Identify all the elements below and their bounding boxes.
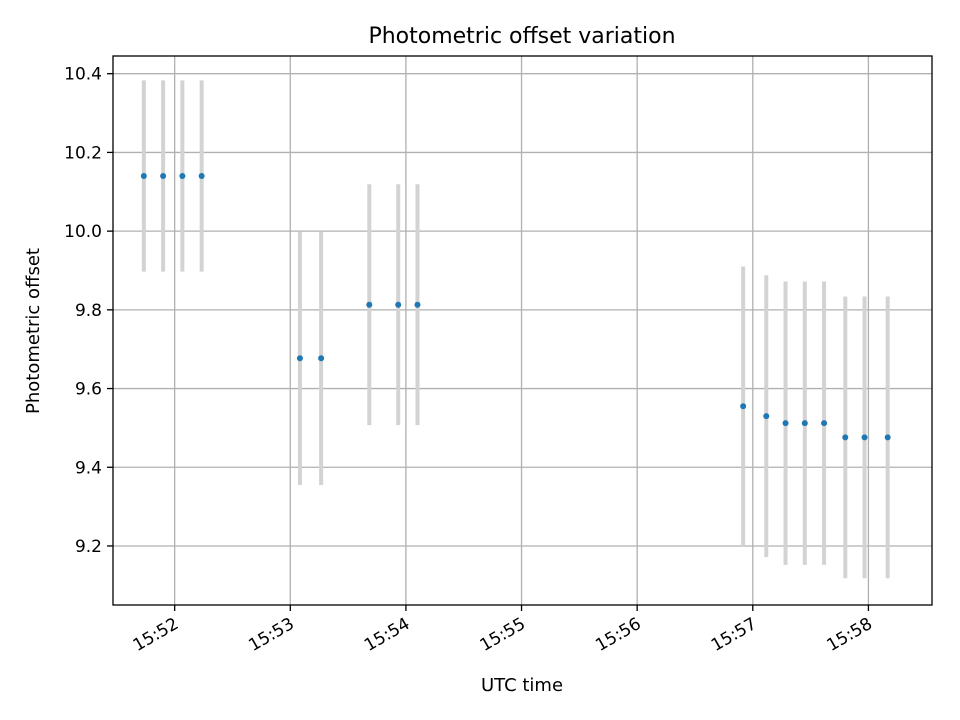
data-point [782, 420, 789, 427]
x-tick-layer: 15:52 15:53 15:54 15:55 15:56 15:57 15:58 [130, 605, 876, 656]
y-tick-label: 9.4 [75, 458, 102, 478]
point-layer [140, 173, 891, 441]
x-axis-label: UTC time [481, 675, 563, 696]
y-tick-label: 9.2 [75, 537, 102, 557]
x-tick-label: 15:53 [245, 614, 297, 656]
data-point [318, 355, 325, 362]
data-point [842, 434, 849, 441]
data-point [160, 173, 167, 180]
x-tick-label: 15:55 [477, 614, 529, 656]
data-point [740, 403, 747, 410]
chart-title: Photometric offset variation [368, 24, 675, 49]
data-point [801, 420, 808, 427]
x-tick-label: 15:54 [361, 614, 413, 656]
data-point [414, 301, 421, 308]
y-tick-label: 9.8 [75, 301, 102, 321]
data-point [884, 434, 891, 441]
y-tick-label: 10.2 [64, 143, 102, 163]
data-point [763, 413, 770, 420]
data-point [179, 173, 186, 180]
y-tick-label: 10.0 [64, 222, 102, 242]
data-point [296, 355, 303, 362]
grid-layer [113, 56, 932, 605]
x-tick-label: 15:58 [823, 614, 875, 656]
x-tick-label: 15:56 [592, 614, 644, 656]
data-point [395, 301, 402, 308]
data-point [366, 301, 373, 308]
data-point [198, 173, 205, 180]
data-point [821, 420, 828, 427]
x-tick-label: 15:57 [708, 614, 760, 656]
y-tick-label: 10.4 [64, 65, 102, 85]
x-tick-label: 15:52 [130, 614, 182, 656]
y-tick-layer: 9.2 9.4 9.6 9.8 10.0 10.2 10.4 [64, 65, 113, 557]
y-tick-label: 9.6 [75, 380, 102, 400]
data-point [140, 173, 147, 180]
data-point [861, 434, 868, 441]
y-axis-label: Photometric offset [23, 248, 44, 414]
errorbar-layer [141, 80, 890, 579]
plot-frame [112, 55, 933, 606]
